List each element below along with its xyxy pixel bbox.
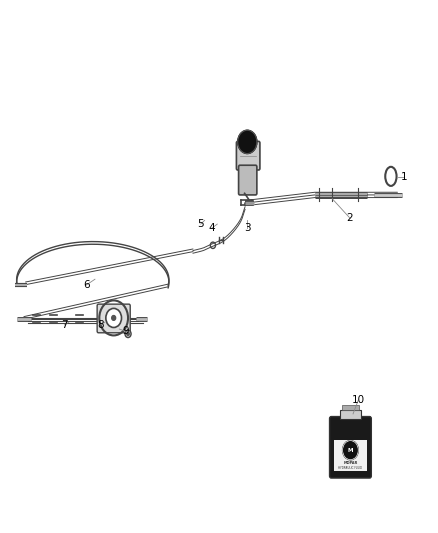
Circle shape — [343, 441, 358, 460]
Text: 4: 4 — [208, 223, 215, 233]
FancyBboxPatch shape — [239, 165, 257, 195]
Bar — [334, 440, 367, 471]
Text: M: M — [348, 448, 353, 453]
Text: 7: 7 — [61, 320, 68, 330]
Circle shape — [112, 316, 116, 320]
Text: 9: 9 — [122, 326, 129, 336]
Text: 10: 10 — [352, 395, 365, 405]
Text: 3: 3 — [244, 223, 251, 233]
Circle shape — [127, 333, 129, 335]
Text: 5: 5 — [198, 219, 204, 229]
FancyBboxPatch shape — [237, 141, 260, 170]
FancyBboxPatch shape — [97, 304, 130, 333]
Text: 6: 6 — [83, 280, 89, 290]
Circle shape — [238, 130, 257, 154]
Text: 8: 8 — [97, 320, 104, 330]
FancyBboxPatch shape — [329, 417, 371, 478]
Bar — [342, 405, 359, 410]
Bar — [340, 410, 361, 419]
Text: HYDRAULIC FLUID: HYDRAULIC FLUID — [339, 466, 362, 471]
Text: MOPAR: MOPAR — [343, 462, 357, 465]
Circle shape — [106, 309, 121, 327]
Text: 2: 2 — [346, 213, 353, 223]
Text: 1: 1 — [401, 172, 407, 182]
Circle shape — [125, 330, 131, 337]
